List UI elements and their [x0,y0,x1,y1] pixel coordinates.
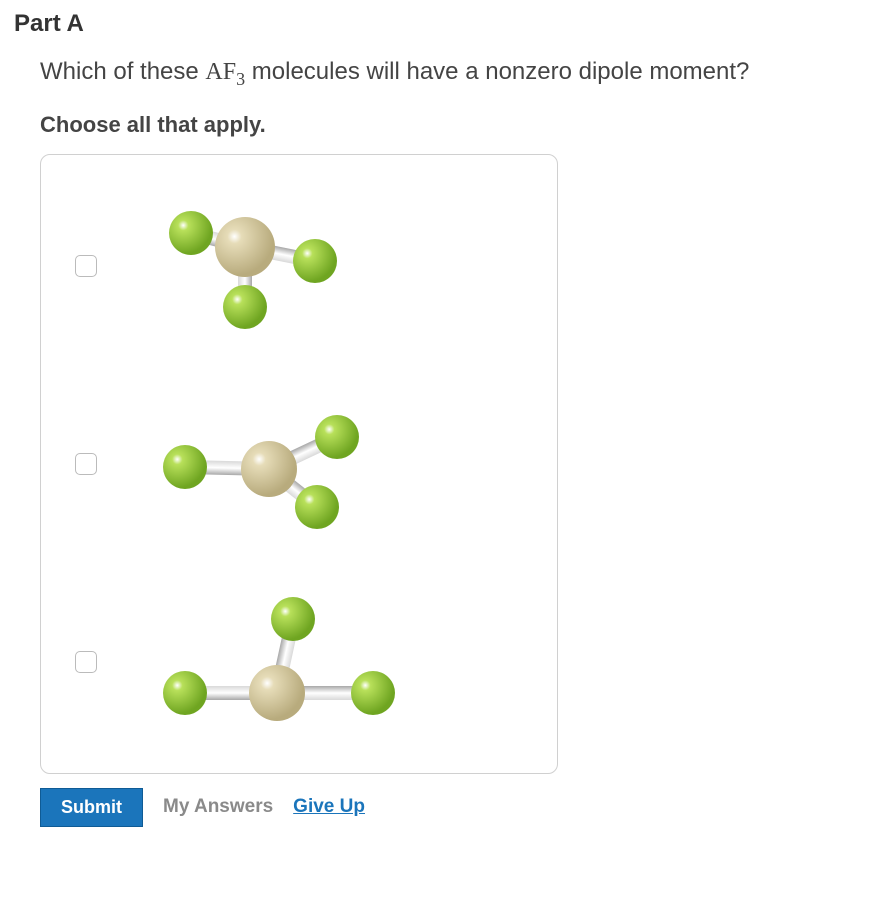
mol-t-shaped-f2 [351,671,395,715]
option-row [63,191,535,341]
question-post: molecules will have a nonzero dipole mom… [245,58,749,85]
mol-trigonal-pyramidal [141,191,361,341]
mol-trigonal-planar [141,389,391,539]
mol-t-shaped-central [249,665,305,721]
molecule-image [141,191,361,341]
mol-trigonal-pyramidal-central [215,217,275,277]
options-panel [40,154,558,774]
part-heading: Part A [14,10,880,38]
formula-main: AF [205,59,236,85]
mol-t-shaped-f1 [271,597,315,641]
molecule-formula: AF3 [205,59,245,85]
give-up-link[interactable]: Give Up [293,796,365,818]
formula-subscript: 3 [236,69,245,89]
actions-row: Submit My Answers Give Up [40,788,880,827]
mol-trigonal-pyramidal-f1 [223,285,267,329]
submit-button[interactable]: Submit [40,788,143,827]
option-checkbox[interactable] [75,453,97,475]
molecule-image [141,389,391,539]
option-checkbox[interactable] [75,255,97,277]
content-area: Which of these AF3 molecules will have a… [40,58,880,827]
mol-trigonal-pyramidal-f2 [293,239,337,283]
mol-trigonal-pyramidal-f0 [169,211,213,255]
instruction-text: Choose all that apply. [40,112,880,138]
mol-trigonal-planar-central [241,441,297,497]
mol-trigonal-planar-f0 [163,445,207,489]
option-checkbox[interactable] [75,651,97,673]
question-pre: Which of these [40,58,205,85]
molecule-image [141,587,411,737]
mol-t-shaped-f0 [163,671,207,715]
option-row [63,389,535,539]
mol-trigonal-planar-f2 [295,485,339,529]
question-text: Which of these AF3 molecules will have a… [40,58,880,90]
option-row [63,587,535,737]
mol-trigonal-planar-f1 [315,415,359,459]
mol-t-shaped [141,587,411,737]
my-answers-link[interactable]: My Answers [163,796,273,818]
